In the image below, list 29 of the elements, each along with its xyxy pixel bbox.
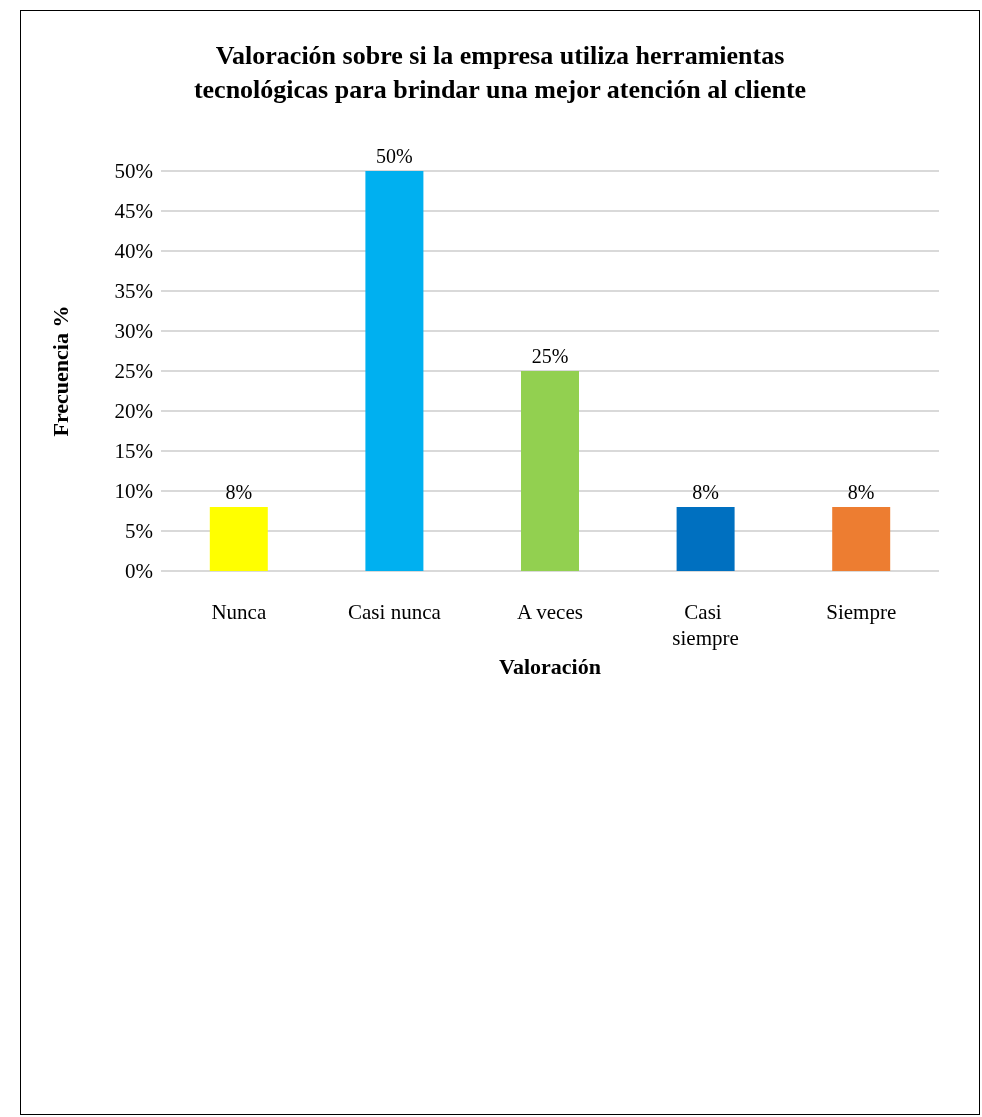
y-tick-label: 30%: [114, 319, 153, 343]
data-label: 8%: [692, 481, 719, 503]
x-tick-label: Casi siempre: [672, 600, 739, 650]
bar: [521, 371, 579, 571]
x-tick-label: A veces: [517, 600, 583, 624]
x-axis-title: Valoración: [499, 654, 601, 680]
y-tick-label: 40%: [114, 239, 153, 263]
y-tick-label: 15%: [114, 439, 153, 463]
y-tick-label: 10%: [114, 479, 153, 503]
bar: [676, 507, 735, 571]
y-tick-label: 50%: [114, 159, 153, 183]
chart-title: Valoración sobre si la empresa utiliza herramientas tecnológicas para brindar una mejor atención al cliente: [193, 40, 807, 104]
y-tick-label: 0%: [125, 559, 153, 583]
data-label: 50%: [376, 145, 413, 167]
x-tick-label: Nunca: [211, 600, 267, 624]
y-tick-label: 25%: [114, 359, 153, 383]
bar: [832, 507, 891, 571]
bar: [365, 171, 424, 571]
x-tick-label: Siempre: [826, 600, 897, 624]
x-tick-label: Casi nunca: [348, 600, 442, 624]
y-tick-label: 5%: [125, 519, 153, 543]
y-tick-label: 45%: [114, 199, 153, 223]
data-label: 8%: [847, 481, 875, 503]
y-axis-title: Frecuencia %: [47, 305, 73, 437]
data-label: 25%: [531, 345, 569, 367]
bar: [209, 507, 268, 571]
y-tick-label: 20%: [114, 399, 153, 423]
data-label: 8%: [225, 481, 253, 503]
y-tick-label: 35%: [114, 279, 153, 303]
